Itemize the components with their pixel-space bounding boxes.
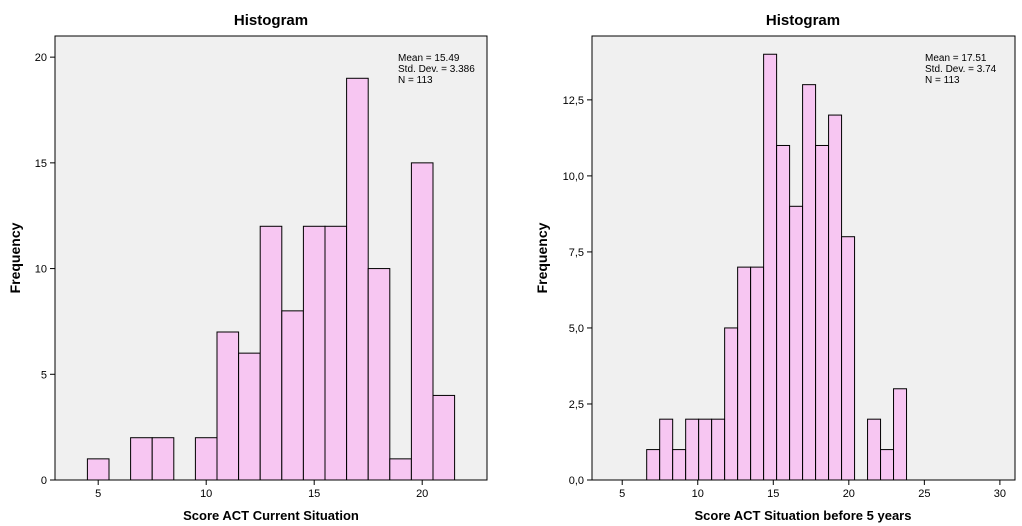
y-tick-label: 7,5 xyxy=(569,247,584,259)
histogram-bar xyxy=(324,225,348,481)
histogram-bar xyxy=(685,418,700,481)
y-tick-label: 5,0 xyxy=(569,323,584,335)
histogram-bar xyxy=(238,352,261,481)
x-tick-label: 10 xyxy=(692,488,704,500)
histogram-bar xyxy=(646,449,661,481)
y-tick-label: 10,0 xyxy=(563,171,584,183)
stat-std-2: Std. Dev. = 3.74 xyxy=(925,64,997,75)
histogram-bar xyxy=(776,144,791,481)
histogram-bar xyxy=(389,458,412,481)
stat-n-2: N = 113 xyxy=(925,75,960,86)
histogram-bar xyxy=(763,53,778,481)
histogram-bar xyxy=(216,331,240,481)
histogram-bar xyxy=(281,310,304,481)
bars-group-1 xyxy=(86,77,456,481)
x-tick-label: 20 xyxy=(843,488,855,500)
y-tick-label: 0,0 xyxy=(569,475,584,487)
histogram-bar xyxy=(724,327,739,481)
x-tick-label: 10 xyxy=(200,488,212,500)
x-tick-label: 5 xyxy=(95,488,101,500)
histogram-bar xyxy=(867,418,882,481)
x-tick-label: 5 xyxy=(619,488,625,500)
y-tick-label: 15 xyxy=(35,158,47,170)
histogram-bar xyxy=(893,388,908,481)
histogram-bar xyxy=(880,449,895,481)
stat-std-1: Std. Dev. = 3.386 xyxy=(398,64,475,75)
histogram-bar xyxy=(659,418,674,481)
x-axis-label-2: Score ACT Situation before 5 years xyxy=(695,508,912,523)
bars-group-2 xyxy=(646,53,908,481)
histogram-bar xyxy=(711,418,726,481)
chart-title-1: Histogram xyxy=(234,12,308,29)
x-tick-label: 15 xyxy=(767,488,779,500)
histogram-current-situation: Histogram Score ACT Current Situation Fr… xyxy=(7,12,488,523)
histogram-bar xyxy=(302,225,326,481)
x-tick-label: 25 xyxy=(918,488,930,500)
histogram-bar xyxy=(86,458,110,481)
histogram-bar xyxy=(828,114,843,481)
histogram-bar xyxy=(802,84,817,481)
y-tick-label: 12,5 xyxy=(563,95,584,107)
histogram-bar xyxy=(259,225,283,481)
histogram-bar xyxy=(432,394,456,481)
y-tick-label: 5 xyxy=(41,369,47,381)
y-tick-label: 0 xyxy=(41,475,47,487)
stat-n-1: N = 113 xyxy=(398,75,433,86)
axes-group-1: 5 10 15 20 0 5 10 15 20 xyxy=(35,52,429,500)
histogram-bar xyxy=(815,144,830,481)
x-tick-label: 20 xyxy=(416,488,428,500)
histogram-bar xyxy=(410,162,434,481)
x-axis-label-1: Score ACT Current Situation xyxy=(183,508,359,523)
stat-mean-1: Mean = 15.49 xyxy=(398,53,460,64)
histogram-bar xyxy=(130,437,153,481)
histogram-bar xyxy=(672,449,687,481)
histogram-bar xyxy=(698,418,713,481)
histogram-bar xyxy=(750,266,765,481)
histogram-bar xyxy=(151,437,175,481)
y-tick-label: 10 xyxy=(35,264,47,276)
histogram-bar xyxy=(367,268,391,481)
x-tick-label: 15 xyxy=(308,488,320,500)
histogram-bar xyxy=(789,205,804,481)
y-axis-label-1: Frequency xyxy=(7,222,23,293)
x-tick-label: 30 xyxy=(994,488,1006,500)
histogram-before-5-years: Histogram Score ACT Situation before 5 y… xyxy=(534,12,1016,523)
histogram-bar xyxy=(841,236,856,481)
stat-mean-2: Mean = 17.51 xyxy=(925,53,987,64)
histogram-bar xyxy=(346,77,369,481)
histogram-bar xyxy=(194,437,218,481)
axes-group-2: 5 10 15 20 25 30 0,0 2,5 5,0 7,5 10,0 12,5 xyxy=(563,95,1006,500)
y-axis-label-2: Frequency xyxy=(534,222,550,293)
y-tick-label: 20 xyxy=(35,52,47,64)
y-tick-label: 2,5 xyxy=(569,399,584,411)
chart-title-2: Histogram xyxy=(766,12,840,29)
histogram-bar xyxy=(737,266,752,481)
